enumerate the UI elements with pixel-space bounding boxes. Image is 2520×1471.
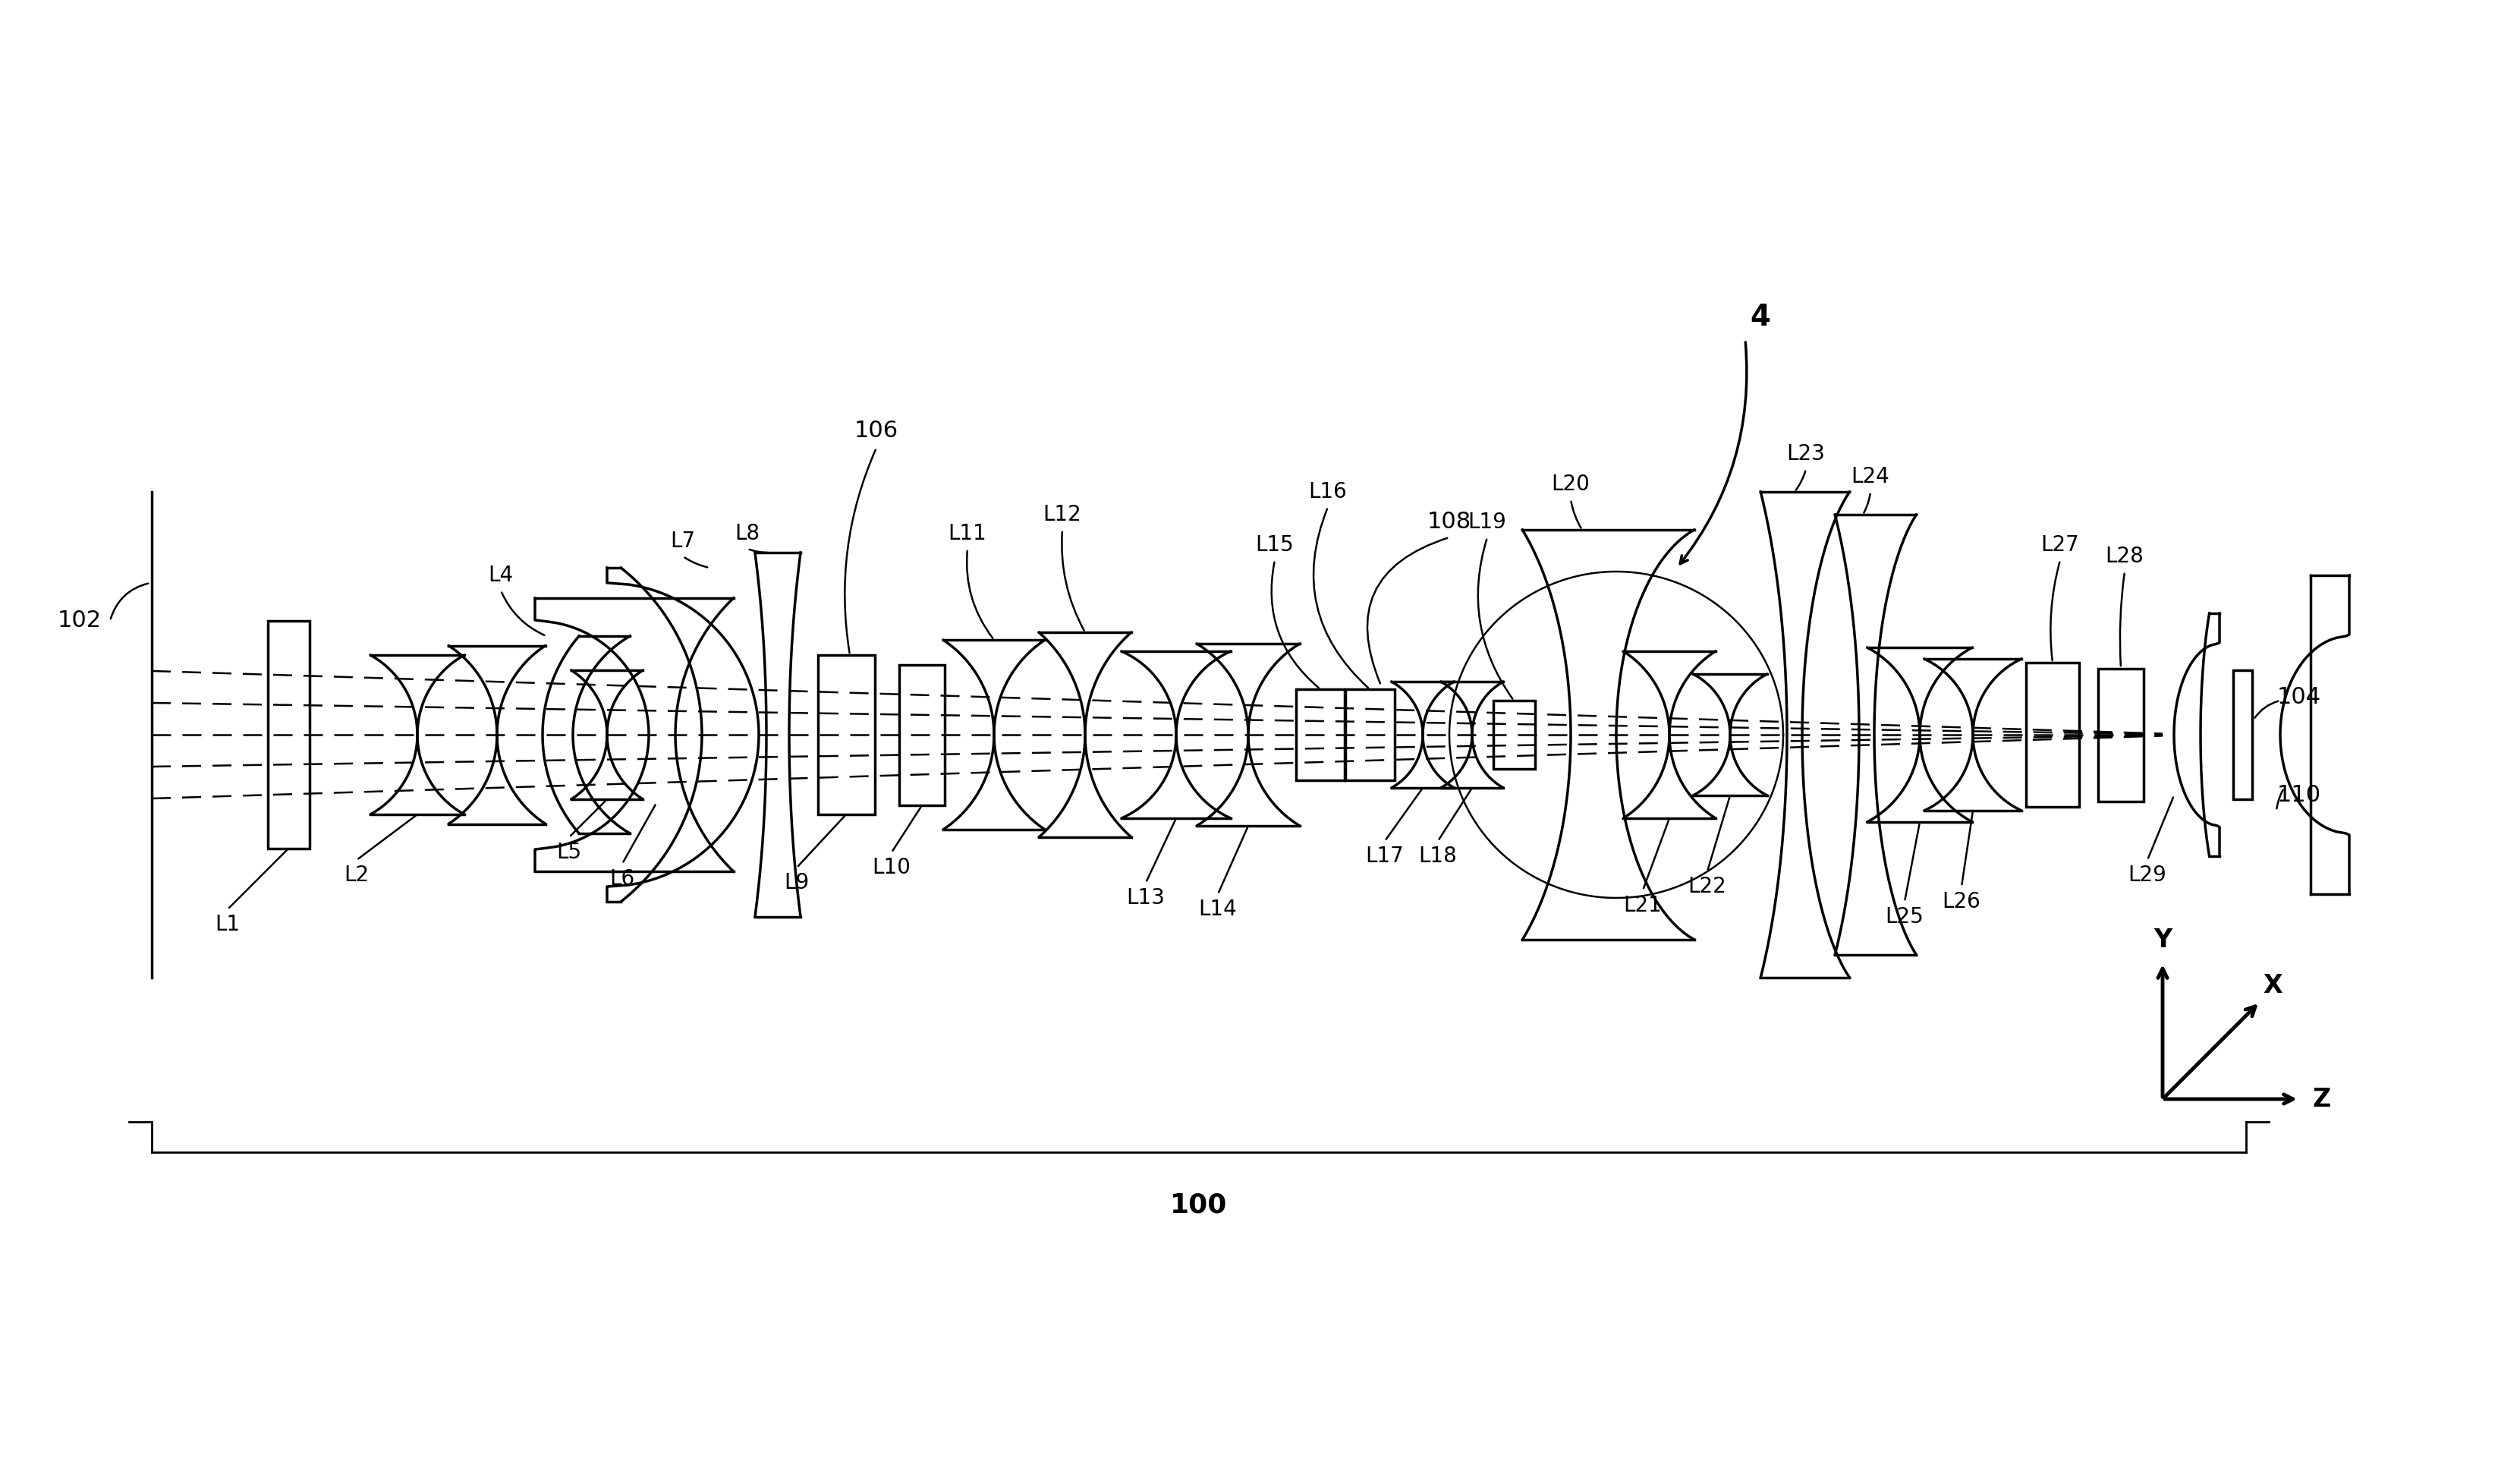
Bar <box>2026 662 2079 808</box>
Text: L28: L28 <box>2104 546 2145 566</box>
Text: L8: L8 <box>736 524 761 544</box>
Text: L16: L16 <box>1308 481 1348 503</box>
Text: L12: L12 <box>1043 505 1081 525</box>
Text: Y: Y <box>2155 927 2172 952</box>
Text: X: X <box>2263 972 2283 997</box>
Text: L17: L17 <box>1366 846 1404 866</box>
Text: L24: L24 <box>1852 466 1890 487</box>
Text: 104: 104 <box>2278 685 2321 708</box>
Bar <box>2233 671 2253 799</box>
Text: L14: L14 <box>1200 899 1237 919</box>
Text: L26: L26 <box>1943 891 1981 912</box>
Text: L2: L2 <box>345 865 370 886</box>
Text: L4: L4 <box>489 565 514 585</box>
Bar <box>1346 690 1394 780</box>
Bar <box>900 665 945 805</box>
Text: L21: L21 <box>1623 894 1663 916</box>
Text: 110: 110 <box>2278 784 2321 806</box>
Bar <box>267 621 310 849</box>
Bar <box>2099 668 2145 802</box>
Text: L7: L7 <box>670 531 696 552</box>
Text: L9: L9 <box>784 872 809 893</box>
Text: L6: L6 <box>610 868 635 890</box>
Bar <box>816 655 874 815</box>
Text: L20: L20 <box>1552 474 1590 494</box>
Bar <box>1295 690 1346 780</box>
Text: L10: L10 <box>872 858 910 878</box>
Text: L1: L1 <box>214 913 239 936</box>
Text: L15: L15 <box>1255 534 1295 556</box>
Text: 108: 108 <box>1426 512 1472 533</box>
Text: 106: 106 <box>854 421 900 443</box>
Text: 4: 4 <box>1751 303 1772 331</box>
Text: 100: 100 <box>1169 1193 1227 1218</box>
Text: Z: Z <box>2313 1087 2331 1112</box>
Text: L22: L22 <box>1688 875 1726 897</box>
Text: L11: L11 <box>948 524 988 544</box>
Text: 102: 102 <box>58 610 101 633</box>
Text: L19: L19 <box>1469 512 1507 533</box>
Text: L23: L23 <box>1787 443 1824 465</box>
Text: L25: L25 <box>1885 906 1923 928</box>
Text: L5: L5 <box>557 841 582 863</box>
Text: L13: L13 <box>1126 887 1164 909</box>
Text: L27: L27 <box>2041 534 2079 556</box>
Text: L18: L18 <box>1419 846 1457 866</box>
Bar <box>1492 700 1535 769</box>
Text: L29: L29 <box>2127 865 2167 886</box>
